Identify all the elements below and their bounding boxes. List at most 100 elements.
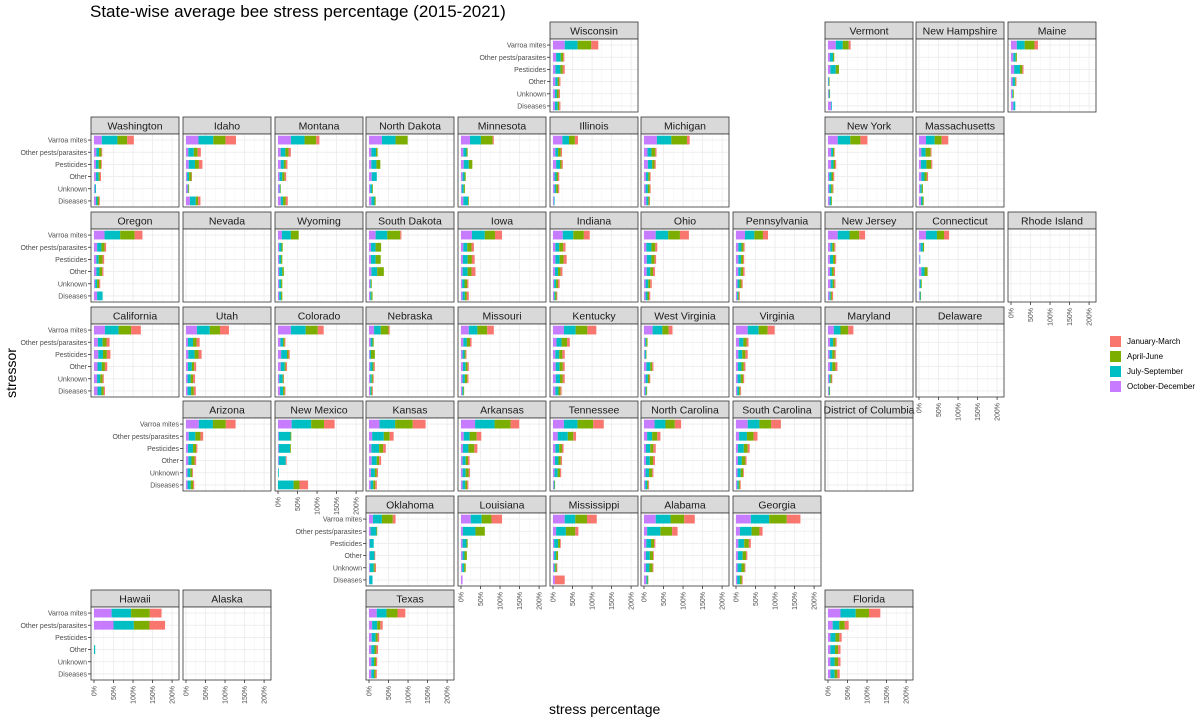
bar-arizona-other-january-march [194, 456, 197, 465]
panel-border [732, 228, 822, 303]
panel-border [365, 606, 455, 681]
x-tick-label: 50% [570, 592, 577, 606]
x-tick-label: 0% [551, 592, 558, 602]
bar-illinois-unknown-april-june [556, 184, 559, 194]
panel-georgia: Georgia 0% 50% 100% 150% 200% [732, 495, 822, 610]
bar-maine-varroa-mites-april-june [1024, 40, 1035, 50]
bar-illinois-other-pests-parasites-july-september [555, 147, 559, 157]
bar-massachusetts-varroa-mites-july-september [926, 135, 935, 145]
panel-michigan: Michigan [640, 116, 730, 208]
bar-west-virginia-other-october-december [644, 362, 647, 371]
bar-kansas-diseases-april-june [373, 480, 376, 490]
y-tick-label: Other pests/parasites [112, 434, 179, 441]
bar-kentucky-other-july-september [555, 362, 560, 371]
bar-ohio-pesticides-april-june [651, 255, 655, 264]
bar-oklahoma-unknown-january-march [374, 563, 377, 573]
bar-new-mexico-varroa-mites-april-june [311, 419, 325, 429]
bar-arkansas-diseases-january-march [467, 480, 469, 490]
bar-massachusetts-unknown-april-june [921, 184, 923, 194]
bar-mississippi-other-pests-parasites-october-december [553, 526, 557, 536]
bar-kentucky-unknown-october-december [553, 374, 556, 384]
bar-new-york-pesticides-april-june [833, 160, 836, 169]
panel-background [550, 324, 638, 397]
bar-missouri-pesticides-january-march [465, 350, 467, 359]
bar-arizona-pesticides-october-december [186, 444, 188, 453]
bar-nebraska-other-january-march [373, 362, 375, 371]
bar-kansas-varroa-mites-october-december [369, 419, 380, 429]
x-tick-label: 150% [425, 686, 432, 704]
bar-connecticut-other-october-december [919, 267, 922, 276]
bar-ohio-unknown-april-june [648, 279, 651, 289]
bar-iowa-varroa-mites-october-december [461, 230, 472, 240]
panel-title: Maine [1038, 26, 1067, 38]
bar-illinois-other-pests-parasites-january-march [560, 147, 562, 157]
panel-title: Virginia [760, 311, 795, 323]
bar-pennsylvania-other-october-december [736, 267, 739, 276]
bar-tennessee-pesticides-january-march [561, 444, 564, 453]
bar-new-jersey-pesticides-october-december [828, 255, 830, 264]
bar-missouri-diseases-october-december [461, 386, 463, 396]
legend: January-March April-June July-September Oct… [1110, 334, 1195, 394]
bar-georgia-varroa-mites-april-june [769, 514, 787, 524]
bar-oregon-other-july-september [96, 267, 100, 276]
bar-oregon-diseases-october-december [94, 291, 98, 301]
bar-indiana-pesticides-october-december [553, 255, 556, 264]
panel-background [458, 513, 546, 586]
bar-montana-other-july-september [279, 172, 283, 181]
bar-new-jersey-diseases-april-june [830, 291, 832, 301]
x-tick-label: 100% [956, 403, 963, 421]
bar-georgia-other-october-december [736, 551, 738, 560]
panel-border [1007, 228, 1097, 303]
y-tick-label: Other pests/parasites [20, 340, 87, 347]
panel-background [825, 134, 913, 207]
bar-indiana-diseases-october-december [553, 291, 555, 301]
y-tick-label: Other pests/parasites [20, 150, 87, 157]
y-tick-label: Other pests/parasites [20, 623, 87, 630]
x-tick-label: 50% [661, 592, 668, 606]
bar-wisconsin-varroa-mites-april-june [577, 40, 592, 50]
x-tick-label: 50% [845, 686, 852, 700]
panel-new-mexico: New Mexico 0% 50% 100% 150% 200% [274, 400, 364, 515]
x-tick-label: 150% [609, 592, 616, 610]
bar-tennessee-diseases-july-september [553, 480, 555, 490]
bar-oklahoma-pesticides-july-september [369, 539, 374, 548]
bar-idaho-pesticides-april-june [194, 160, 199, 169]
bar-utah-unknown-july-september [187, 374, 191, 384]
panel-rhode-island: Rhode Island 0% 50% 100% 150% 200% [1007, 211, 1097, 326]
bar-missouri-unknown-october-december [461, 374, 463, 384]
bar-idaho-varroa-mites-october-december [186, 135, 199, 145]
panel-border [457, 512, 547, 587]
bar-west-virginia-pesticides-july-september [644, 350, 646, 359]
bar-maryland-varroa-mites-october-december [828, 325, 834, 335]
panel-title: Iowa [491, 216, 513, 228]
panel-alaska: Alaska 0% 50% 100% 150% 200% [182, 589, 272, 704]
bar-iowa-diseases-july-september [462, 291, 465, 301]
panel-title: New Mexico [290, 405, 347, 417]
bar-minnesota-unknown-july-september [461, 184, 464, 194]
bar-idaho-unknown-october-december [186, 184, 188, 194]
panel-iowa: Iowa [457, 211, 547, 303]
bar-wisconsin-other-january-march [559, 77, 561, 86]
bar-michigan-other-pests-parasites-october-december [644, 147, 648, 157]
bar-washington-other-october-december [94, 172, 96, 181]
bar-indiana-pesticides-july-september [555, 255, 560, 264]
bar-new-york-pesticides-july-september [831, 160, 834, 169]
bar-washington-other-january-march [99, 172, 102, 181]
bar-iowa-unknown-october-december [461, 279, 463, 289]
panel-border [824, 606, 914, 681]
legend-key [1110, 366, 1121, 377]
bar-utah-varroa-mites-january-march [219, 325, 229, 335]
bar-montana-other-january-march [284, 172, 287, 181]
bar-new-jersey-other-january-march [833, 267, 836, 276]
bar-louisiana-unknown-april-june [464, 563, 466, 573]
bar-wisconsin-diseases-july-september [554, 101, 558, 111]
bar-illinois-pesticides-october-december [553, 160, 557, 169]
y-tick-label: Pesticides [55, 352, 87, 359]
bar-wyoming-pesticides-october-december [278, 255, 280, 264]
bar-kentucky-other-pests-parasites-october-december [553, 337, 557, 347]
x-tick-label: 200% [170, 686, 177, 704]
y-tick-label: Diseases [150, 482, 179, 489]
bar-montana-other-april-june [282, 172, 285, 181]
bar-massachusetts-other-pests-parasites-october-december [919, 147, 922, 157]
bar-arizona-unknown-january-march [192, 468, 194, 478]
